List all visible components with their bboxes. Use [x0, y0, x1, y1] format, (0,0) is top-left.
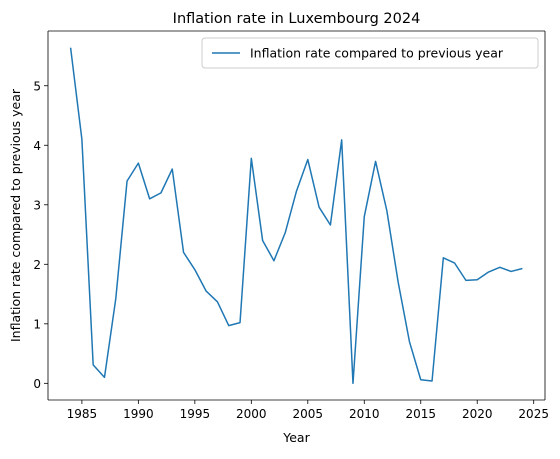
x-axis-ticks: 1985 1990 1995 2000 2005 2010 2015 2020 2025	[67, 400, 549, 421]
series-lines	[69, 47, 523, 385]
legend-box	[201, 37, 539, 69]
y-tick-label: 3	[33, 198, 41, 212]
y-tick-label: 2	[33, 258, 41, 272]
x-tick-label: 2010	[349, 407, 380, 421]
chart-title: Inflation rate in Luxembourg 2024	[173, 11, 421, 27]
y-tick-label: 5	[33, 79, 41, 93]
y-axis-label: Inflation rate compared to previous year	[8, 88, 23, 342]
x-tick-label: 2005	[293, 407, 324, 421]
plot-area	[48, 31, 545, 400]
x-axis-label: Year	[282, 430, 310, 445]
y-tick-label: 0	[33, 377, 41, 391]
x-tick-label: 2025	[518, 407, 549, 421]
x-tick-label: 1985	[67, 407, 98, 421]
x-tick-label: 1995	[180, 407, 211, 421]
y-tick-label: 4	[33, 139, 41, 153]
x-tick-label: 1990	[123, 407, 154, 421]
y-axis-ticks: 0 1 2 3 4 5	[33, 79, 48, 391]
y-tick-label: 1	[33, 317, 41, 331]
x-tick-label: 2020	[462, 407, 493, 421]
legend: Inflation rate compared to previous year	[201, 37, 539, 69]
series-line-0	[69, 47, 523, 385]
x-tick-label: 2015	[405, 407, 436, 421]
legend-label: Inflation rate compared to previous year	[250, 46, 504, 61]
x-tick-label: 2000	[236, 407, 267, 421]
